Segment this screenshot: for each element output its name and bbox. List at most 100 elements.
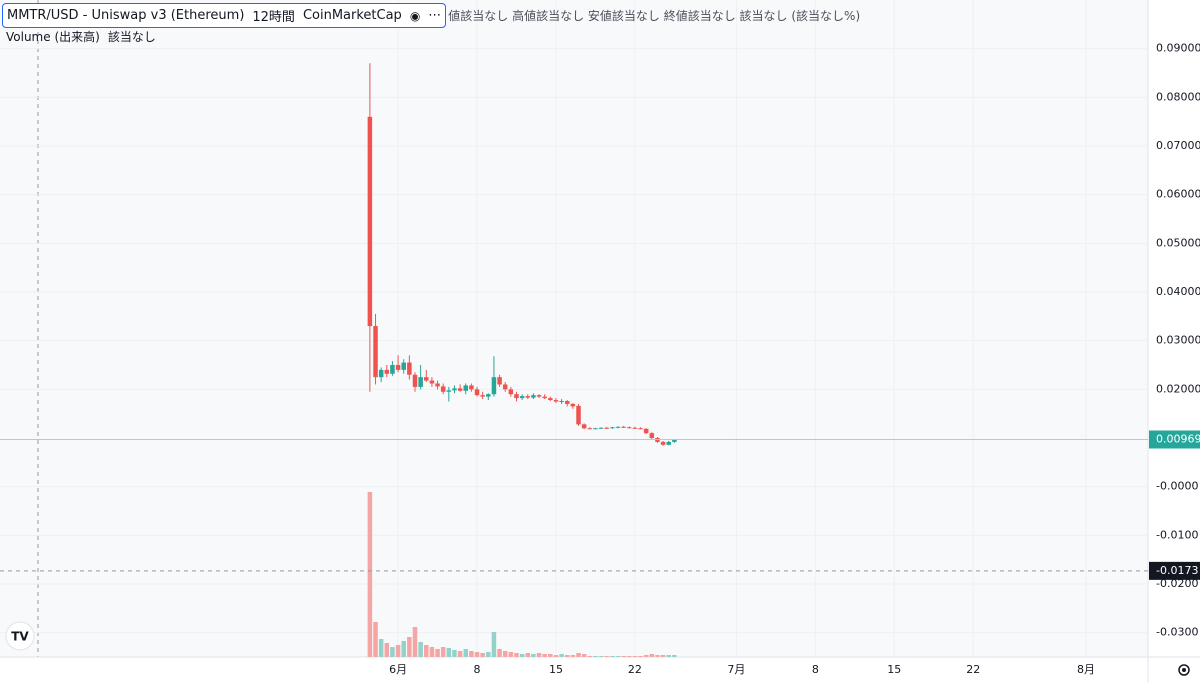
volume-bar	[649, 654, 655, 657]
candle-body	[581, 424, 587, 429]
volume-bar	[531, 654, 536, 657]
candle-body	[531, 395, 536, 398]
volume-bar	[525, 653, 531, 657]
volume-bar	[598, 656, 604, 657]
volume-bar	[367, 492, 373, 657]
candle-body	[627, 427, 632, 429]
candle-body	[604, 427, 609, 429]
candle-body	[615, 426, 621, 428]
plot-background	[0, 0, 1148, 657]
volume-bar	[564, 655, 570, 657]
volume-bar	[632, 656, 638, 657]
volume-bar	[581, 654, 587, 657]
y-tick-label: 0.04000	[1156, 285, 1200, 298]
gear[interactable]	[1178, 664, 1190, 676]
candle-body	[570, 403, 576, 407]
volume-bar	[672, 655, 677, 657]
volume-bar	[457, 651, 463, 657]
logo-circle[interactable]	[5, 621, 35, 651]
y-tick-label: 0.07000	[1156, 139, 1200, 152]
y-tick-label: -0.0100	[1156, 528, 1198, 541]
volume-bar	[424, 645, 429, 657]
y-tick-label: 0.02000	[1156, 382, 1200, 395]
volume-bar	[553, 655, 559, 657]
candle-body	[643, 428, 649, 434]
last-price-label: 0.00969	[1156, 433, 1200, 446]
candle-body	[412, 374, 418, 387]
volume-bar	[519, 654, 525, 657]
x-tick-label: 7月	[727, 663, 745, 676]
tv-logo[interactable]: TV	[5, 621, 35, 651]
candle-body	[384, 369, 390, 374]
x-tick-label: 15	[549, 663, 563, 676]
volume-bar	[401, 641, 406, 657]
candle-body	[407, 362, 412, 375]
candle-body	[525, 396, 531, 398]
candle-body	[469, 385, 474, 390]
candle-body	[446, 390, 452, 392]
crosshair-price-label: -0.0173	[1156, 564, 1198, 577]
volume-legend: Volume (出来高) 該当なし	[6, 28, 164, 45]
crosshair-price-box	[1149, 561, 1200, 580]
volume-bar	[536, 653, 542, 657]
candle-body	[536, 395, 542, 397]
y-tick-label: 0.05000	[1156, 236, 1200, 249]
symbol[interactable]: MMTR/USD - Uniswap v3 (Ethereum)	[7, 8, 245, 23]
volume-bar	[407, 637, 412, 657]
x-tick-label: 8月	[1077, 663, 1095, 676]
volume-bar	[615, 656, 621, 657]
legend: MMTR/USD - Uniswap v3 (Ethereum) 12時間 Co…	[2, 3, 860, 28]
volume-bar	[463, 649, 468, 657]
volume-bar	[621, 656, 626, 657]
symbol-box[interactable]: MMTR/USD - Uniswap v3 (Ethereum) 12時間 Co…	[2, 3, 447, 28]
logo-mark[interactable]: TV	[11, 630, 29, 644]
x-tick-label: 8	[812, 663, 819, 676]
volume-bar	[660, 655, 666, 657]
candle-body	[638, 428, 643, 430]
candle-body	[672, 439, 677, 442]
volume-bar	[378, 639, 384, 657]
volume-bar	[440, 647, 446, 657]
eye-icon[interactable]: ◉	[409, 8, 421, 23]
candle-body	[373, 326, 378, 378]
volume-bar	[576, 653, 581, 657]
candle-body	[660, 441, 666, 445]
y-tick-label: 0.03000	[1156, 334, 1200, 347]
more-icon[interactable]: ⋯	[428, 8, 442, 23]
candle-body	[390, 365, 395, 374]
candle-body	[486, 394, 491, 397]
volume-bar	[480, 653, 485, 657]
volume-bar	[429, 647, 435, 657]
candle-body	[559, 401, 564, 403]
y-tick-label: 0.08000	[1156, 90, 1200, 103]
ohlc-values: 値該当なし 高値該当なし 安値該当なし 終値該当なし 該当なし (該当なし%)	[448, 9, 861, 23]
y-tick-label: -0.0000	[1156, 480, 1198, 493]
candle-body	[491, 377, 497, 395]
volume-bar	[627, 656, 632, 657]
candle-body	[401, 362, 406, 370]
candle-body	[621, 426, 626, 428]
volume-bar	[638, 656, 643, 657]
candle-body	[610, 427, 615, 429]
interval[interactable]: 12時間	[252, 10, 295, 25]
volume-bar	[502, 651, 508, 657]
settings-icon[interactable]	[1178, 664, 1190, 676]
candle-body	[463, 385, 468, 391]
volume-bar	[514, 653, 519, 657]
volume-bar	[384, 643, 390, 657]
volume-bar	[508, 652, 514, 657]
candle-body	[542, 396, 547, 399]
volume-bar	[418, 642, 423, 657]
volume-bar	[373, 622, 378, 657]
volume-bar	[559, 654, 564, 657]
candle-body	[553, 400, 559, 402]
candle-body	[457, 388, 463, 391]
volume-bar	[486, 652, 491, 657]
x-tick-label: 8	[474, 663, 481, 676]
gear-center[interactable]	[1182, 668, 1186, 672]
source[interactable]: CoinMarketCap	[302, 8, 402, 23]
candle-body	[632, 427, 638, 429]
volume-bar	[390, 647, 395, 657]
candle-body	[508, 389, 514, 395]
